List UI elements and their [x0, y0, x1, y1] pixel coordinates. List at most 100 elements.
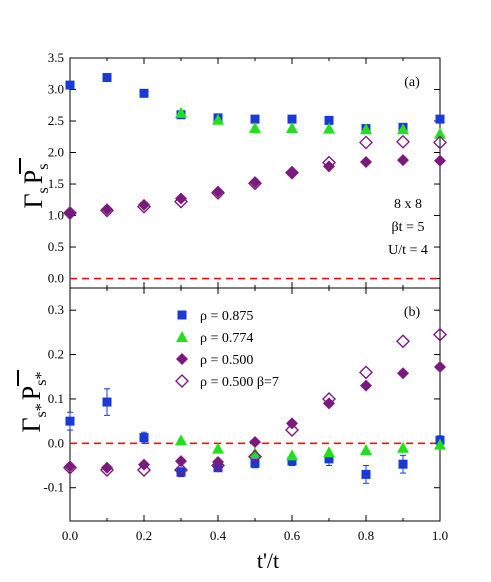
- y-tick-label-b: 0.0: [48, 435, 64, 450]
- data-point: [396, 334, 410, 349]
- x-tick-label: 0.6: [284, 528, 301, 543]
- y-tick-label-a: 0.5: [48, 239, 64, 254]
- series-b-3: [63, 327, 447, 477]
- data-point: [139, 433, 149, 443]
- data-point: [63, 460, 77, 475]
- series-b-1: [175, 434, 446, 461]
- data-point: [433, 327, 447, 342]
- y-tick-label-b: 0.2: [48, 347, 64, 362]
- x-axis-title: t'/t: [257, 548, 279, 573]
- data-point: [434, 154, 446, 167]
- data-point: [434, 127, 446, 139]
- x-tick-label: 0.4: [210, 528, 227, 543]
- legend: ρ = 0.875 ρ = 0.774 ρ = 0.500 ρ = 0.500 β=7: [175, 309, 279, 390]
- data-point: [212, 442, 224, 454]
- data-point: [175, 192, 187, 205]
- data-point: [137, 199, 151, 214]
- data-point: [397, 154, 409, 167]
- data-point: [174, 462, 188, 477]
- data-point: [434, 360, 446, 373]
- data-point: [398, 459, 408, 469]
- data-point: [212, 113, 224, 125]
- x-tick-label: 0.8: [358, 528, 374, 543]
- data-point: [323, 160, 335, 173]
- data-point: [359, 135, 373, 150]
- data-point: [286, 121, 298, 133]
- y-axis-title-a: ΓsPs: [19, 158, 52, 208]
- data-point: [249, 436, 261, 449]
- y-axis-title-b: Γs*Ps*: [17, 370, 50, 432]
- series-a-2: [64, 154, 446, 219]
- data-point: [249, 121, 261, 133]
- data-point: [323, 122, 335, 134]
- svg-text:ΓsPs: ΓsPs: [19, 164, 52, 209]
- data-point: [102, 397, 112, 407]
- data-point: [102, 73, 112, 83]
- series-a-3: [63, 134, 447, 221]
- data-point: [323, 397, 335, 410]
- panel-a-label: (a): [404, 75, 420, 90]
- x-tick-label: 0.0: [62, 528, 78, 543]
- data-point: [287, 456, 297, 466]
- data-point: [139, 88, 149, 98]
- data-point: [138, 198, 150, 211]
- data-point: [322, 155, 336, 170]
- legend-marker: [175, 374, 189, 388]
- data-point: [101, 461, 113, 474]
- panel-a: (a) 8 x 8 βt = 5 U/t = 4 0.0 0.5 1.0 1.5 2.0…: [48, 50, 447, 289]
- y-tick-label-a: 3.0: [48, 82, 64, 97]
- data-point: [360, 155, 372, 168]
- svg-text:Γs*Ps*: Γs*Ps*: [17, 372, 50, 433]
- data-point: [100, 462, 114, 477]
- y-tick-label-b: -0.1: [43, 480, 64, 495]
- data-point: [137, 462, 151, 477]
- data-point: [322, 391, 336, 406]
- y-tick-label-a: 3.5: [48, 50, 64, 65]
- legend-marker: [176, 353, 188, 365]
- legend-label: ρ = 0.774: [200, 331, 253, 346]
- legend-marker: [176, 331, 188, 342]
- data-point: [285, 423, 299, 438]
- data-point: [248, 449, 262, 464]
- data-point: [360, 379, 372, 392]
- data-point: [249, 176, 261, 189]
- data-point: [211, 185, 225, 200]
- data-point: [285, 165, 299, 180]
- data-point: [360, 443, 372, 455]
- legend-label: ρ = 0.875: [200, 309, 253, 324]
- panel-a-frame: [69, 57, 441, 289]
- data-point: [65, 416, 75, 426]
- x-tick-label: 1.0: [432, 528, 448, 543]
- data-point: [250, 114, 260, 124]
- data-point: [63, 206, 77, 221]
- data-point: [286, 449, 298, 461]
- data-point: [175, 106, 187, 118]
- legend-label: ρ = 0.500: [200, 353, 253, 368]
- data-point: [176, 467, 186, 477]
- data-point: [174, 194, 188, 209]
- data-point: [434, 438, 446, 450]
- data-point: [64, 460, 76, 473]
- panel-b-frame: [69, 287, 441, 522]
- data-point: [361, 469, 371, 479]
- y-tick-label-b: 0.1: [48, 391, 64, 406]
- x-tick-label: 0.2: [136, 528, 152, 543]
- panel-b-label: (b): [404, 305, 421, 320]
- data-point: [101, 203, 113, 216]
- data-point: [324, 454, 334, 464]
- data-point: [212, 185, 224, 198]
- data-point: [360, 123, 372, 135]
- series-a-1: [175, 106, 446, 139]
- y-tick-label-a: 0.0: [48, 271, 64, 286]
- annotation-u: U/t = 4: [388, 243, 428, 258]
- series-b-2: [64, 360, 446, 474]
- data-point: [65, 80, 75, 90]
- annotation-beta: βt = 5: [392, 220, 425, 235]
- data-point: [435, 114, 445, 124]
- data-point: [433, 135, 447, 150]
- data-point: [286, 167, 298, 180]
- data-point: [100, 203, 114, 218]
- data-point: [323, 446, 335, 458]
- legend-label: ρ = 0.500 β=7: [200, 375, 279, 390]
